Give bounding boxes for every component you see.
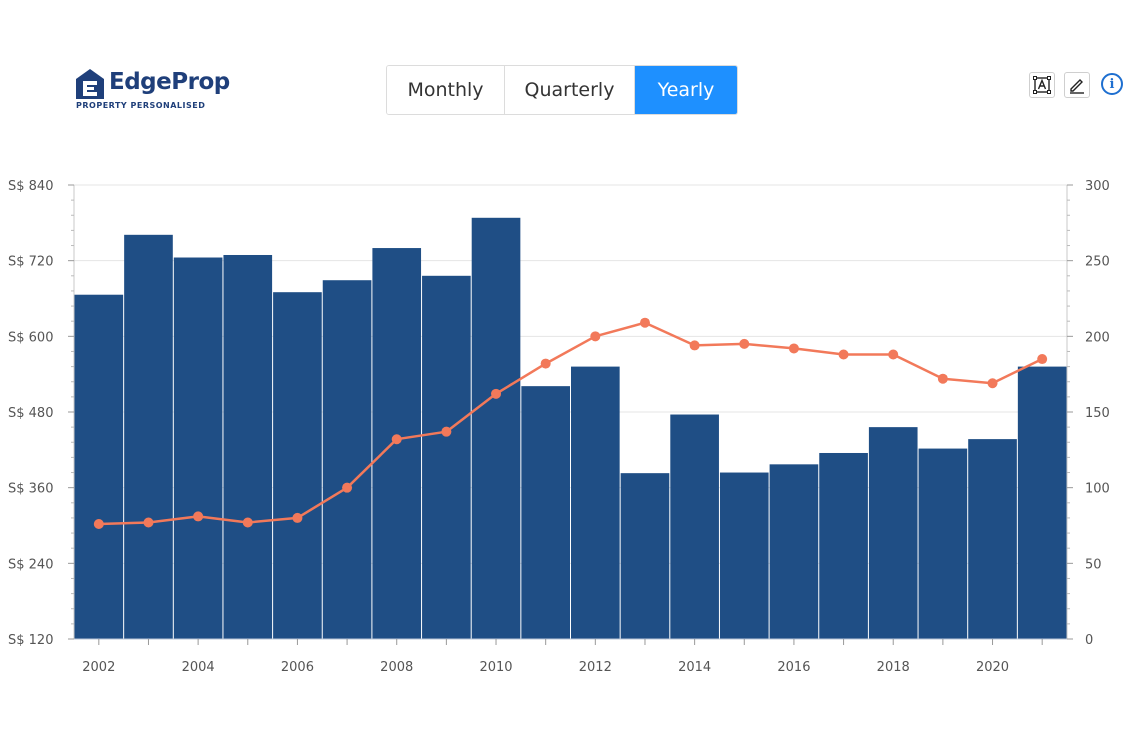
x-tick-label: 2014 (678, 660, 711, 675)
x-tick-label: 2008 (380, 660, 413, 675)
line-point (739, 338, 750, 349)
line-point (391, 434, 402, 445)
y-left-tick-label: S$ 240 (8, 557, 53, 572)
line-point (838, 349, 849, 360)
line-point (987, 378, 998, 389)
y-right-tick-label: 50 (1085, 557, 1102, 572)
y-left-tick-label: S$ 480 (8, 406, 53, 421)
line-point (639, 317, 650, 328)
bar (719, 472, 769, 639)
y-left-tick-label: S$ 840 (8, 179, 53, 194)
bar (620, 473, 670, 639)
bar (422, 275, 471, 639)
y-right-tick-label: 250 (1085, 255, 1110, 270)
y-left-tick-label: S$ 120 (8, 633, 53, 648)
x-tick-label: 2020 (976, 660, 1009, 675)
bar (1017, 366, 1067, 639)
edgeprop-logo[interactable]: EdgeProp PROPERTY PERSONALISED (75, 66, 230, 116)
y-right-tick-label: 300 (1085, 179, 1110, 194)
line-point (540, 358, 551, 369)
bar (819, 452, 868, 639)
x-tick-label: 2012 (579, 660, 612, 675)
y-right-tick-label: 200 (1085, 330, 1110, 345)
bar (471, 217, 521, 640)
line-series (98, 321, 1043, 526)
line-point (937, 373, 948, 384)
text-box-icon (1033, 76, 1051, 94)
house-logo-icon (76, 69, 104, 99)
bar (968, 439, 1017, 639)
x-tick-label: 2004 (182, 660, 215, 675)
bar (670, 414, 719, 639)
bar (74, 294, 124, 639)
x-tick-label: 2010 (479, 660, 512, 675)
line-point (888, 349, 899, 360)
text-tool-button[interactable] (1029, 72, 1055, 98)
bar (571, 366, 620, 639)
bar (173, 257, 223, 639)
x-tick-label: 2002 (82, 660, 115, 675)
tab-quarterly[interactable]: Quarterly (505, 66, 635, 114)
info-button[interactable]: i (1101, 73, 1123, 95)
logo-tagline: PROPERTY PERSONALISED (76, 101, 206, 110)
bar (223, 254, 273, 639)
line-point (143, 517, 154, 528)
y-right-tick-label: 0 (1085, 633, 1093, 648)
info-icon: i (1109, 76, 1115, 92)
y-left-tick-label: S$ 600 (8, 330, 53, 345)
x-tick-label: 2018 (877, 660, 910, 675)
y-right-tick-label: 150 (1085, 406, 1110, 421)
bar (521, 386, 570, 639)
line-point (242, 517, 253, 528)
line-point (441, 426, 452, 437)
line-point (292, 512, 303, 523)
line-point (491, 388, 502, 399)
bar (322, 280, 372, 639)
bar (124, 234, 173, 639)
line-point (788, 343, 799, 354)
logo-wordmark: EdgeProp (109, 69, 230, 95)
line-point (93, 518, 104, 529)
period-toggle: Monthly Quarterly Yearly (386, 65, 738, 115)
line-point (342, 482, 353, 493)
tab-monthly[interactable]: Monthly (387, 66, 505, 114)
line-point (590, 331, 601, 342)
bar (918, 448, 968, 639)
bar (868, 427, 918, 639)
line-point (689, 340, 700, 351)
bar (769, 464, 819, 639)
y-right-tick-label: 100 (1085, 482, 1110, 497)
tab-yearly[interactable]: Yearly (635, 66, 737, 114)
y-left-tick-label: S$ 720 (8, 255, 53, 270)
line-point (1037, 354, 1048, 365)
y-left-tick-label: S$ 360 (8, 482, 53, 497)
line-point (193, 511, 204, 522)
bar (273, 292, 322, 639)
x-tick-label: 2006 (281, 660, 314, 675)
x-tick-label: 2016 (777, 660, 810, 675)
pencil-icon (1070, 79, 1084, 94)
edit-tool-button[interactable] (1064, 72, 1090, 98)
